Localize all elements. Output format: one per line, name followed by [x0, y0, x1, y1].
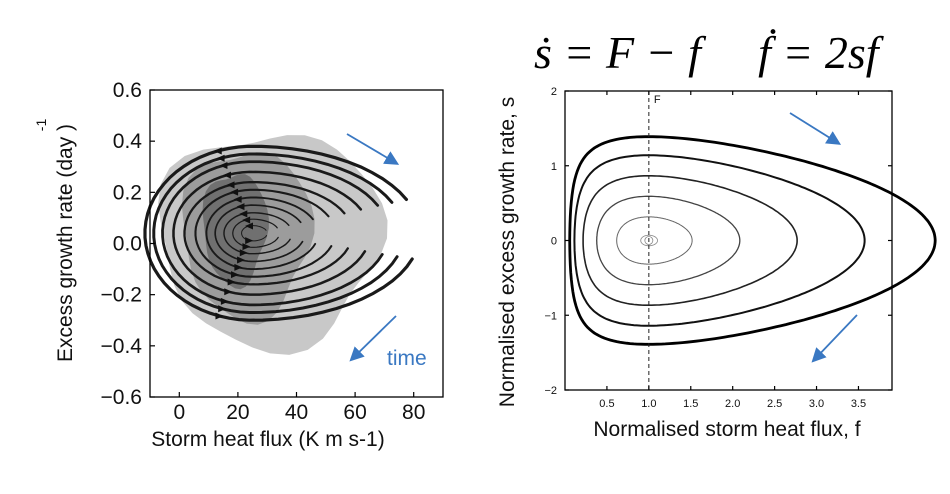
streamline-arrowhead	[230, 271, 239, 279]
right-ticks: 0.5 1.0 1.5 2.0 2.5 3.0 3.5 2 1 0 −1 −2	[544, 86, 892, 410]
streamline	[194, 188, 333, 278]
streamline	[172, 170, 367, 296]
streamline	[161, 160, 384, 307]
right-contours	[568, 135, 937, 346]
x-tick-label: 0	[173, 401, 185, 424]
streamline-arrowhead	[242, 243, 251, 251]
x-tick-label: 80	[402, 401, 425, 424]
y-tick-label: 0.4	[113, 130, 143, 153]
flow-arrow-lower	[811, 314, 858, 363]
left-shading	[158, 135, 388, 355]
streamline	[205, 196, 317, 271]
left-ylabel-superscript: -1	[33, 119, 49, 132]
x-tick-label: 1.0	[641, 398, 656, 410]
streamline-arrowhead	[224, 288, 233, 296]
contour-line	[582, 175, 798, 306]
x-tick-label: 2.5	[767, 398, 782, 410]
equation-2: ḟ = 2sf	[758, 27, 885, 78]
streamline	[214, 204, 304, 263]
streamline-arrowhead	[215, 312, 224, 320]
streamline-arrowhead	[242, 216, 251, 224]
x-tick-label: 1.5	[683, 398, 698, 410]
streamline	[143, 144, 414, 322]
streamline-arrowhead	[239, 249, 248, 257]
y-tick-label: −0.6	[101, 386, 142, 409]
streamline-arrowhead	[237, 256, 246, 264]
x-tick-label: 20	[226, 401, 249, 424]
streamline-arrowhead	[236, 203, 245, 211]
contour-line	[616, 216, 693, 265]
time-arrow-lower	[349, 315, 397, 362]
streamline-arrowhead	[218, 305, 227, 313]
streamline-arrowhead	[222, 171, 231, 179]
right-xlabel: Normalised storm heat flux, f	[593, 418, 860, 441]
streamline	[232, 218, 279, 248]
streamline-arrowhead	[220, 297, 229, 305]
left-ticks: 0 20 40 60 80 0.6 0.4 0.2 0.0 −0.2 −0.4 −0.6	[101, 79, 426, 424]
streamline-arrowhead	[213, 147, 222, 155]
streamline-arrowhead	[227, 278, 236, 286]
time-label: time	[387, 347, 427, 370]
y-tick-label: −1	[544, 310, 557, 322]
contour-line	[573, 154, 866, 327]
y-tick-label: −0.4	[101, 335, 143, 358]
f-marker-label: F	[654, 94, 661, 106]
streamline-arrowhead	[216, 154, 225, 162]
streamline-arrowhead	[226, 181, 235, 189]
x-tick-label: 0.5	[599, 398, 614, 410]
flow-arrow-upper	[789, 112, 842, 145]
right-panel: ṡ = F − f ḟ = 2sf F 0.5 1.0 1.5 2.0 2.5 3.0 3.…	[496, 27, 937, 441]
contour-line	[640, 234, 658, 247]
right-axes-frame	[564, 90, 893, 391]
y-tick-label: −2	[544, 385, 557, 397]
x-tick-label: 60	[343, 401, 366, 424]
y-tick-label: 1	[551, 161, 557, 173]
y-tick-label: 2	[551, 86, 557, 98]
contour-line	[596, 195, 741, 286]
streamline-arrowhead	[233, 195, 242, 203]
streamline	[223, 212, 291, 255]
streamline	[152, 152, 399, 314]
streamline-arrowhead	[219, 161, 228, 169]
time-arrow-upper	[346, 133, 400, 165]
streamline-arrowhead	[234, 263, 243, 271]
shading-inner	[202, 174, 269, 290]
x-tick-label: 3.5	[851, 398, 866, 410]
y-tick-label: 0.6	[113, 79, 142, 102]
x-tick-label: 3.0	[809, 398, 824, 410]
left-ylabel: Excess growth rate (day )	[54, 124, 77, 362]
y-tick-label: 0.2	[113, 181, 142, 204]
streamline-arrowhead	[244, 222, 253, 230]
streamline	[241, 225, 267, 242]
fixed-point-marker	[644, 236, 654, 245]
equation-1: ṡ = F − f	[534, 27, 707, 78]
y-tick-label: 0.0	[113, 233, 142, 256]
y-tick-label: 0	[551, 236, 557, 248]
streamline-arrowhead	[239, 210, 248, 218]
x-tick-label: 2.0	[725, 398, 740, 410]
contour-line	[568, 135, 937, 346]
streamline-arrowhead	[245, 237, 254, 245]
streamline-arrowhead	[230, 188, 239, 196]
x-tick-label: 40	[285, 401, 308, 424]
left-streamlines	[143, 144, 414, 322]
y-tick-label: −0.2	[101, 284, 142, 307]
left-xlabel: Storm heat flux (K m s-1)	[151, 428, 384, 451]
left-panel: 0 20 40 60 80 0.6 0.4 0.2 0.0 −0.2 −0.4 −0.6 time S…	[33, 79, 444, 451]
streamline	[183, 180, 349, 286]
right-ylabel: Normalised excess growth rate, s	[496, 97, 519, 407]
